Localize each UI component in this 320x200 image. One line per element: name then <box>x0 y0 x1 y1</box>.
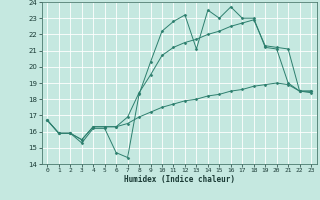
X-axis label: Humidex (Indice chaleur): Humidex (Indice chaleur) <box>124 175 235 184</box>
